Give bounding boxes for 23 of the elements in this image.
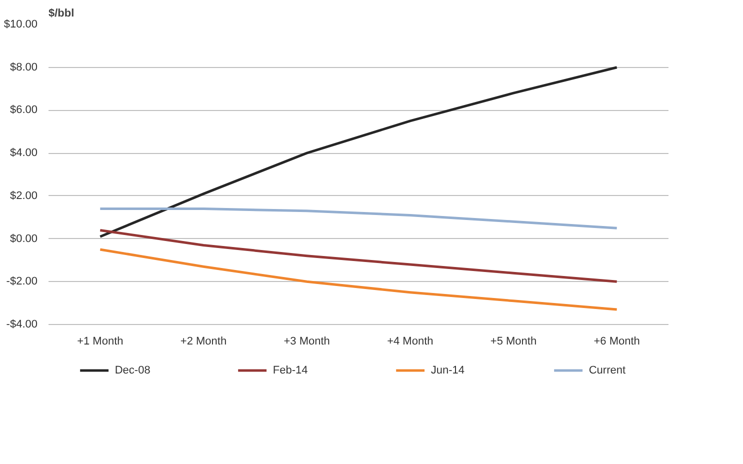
x-tick-label: +1 Month bbox=[77, 336, 124, 348]
y-tick-label: $8.00 bbox=[10, 61, 38, 74]
y-tick-label: $4.00 bbox=[10, 147, 38, 160]
y-tick-label: $2.00 bbox=[10, 190, 38, 202]
line-series bbox=[98, 228, 618, 283]
y-tick-label: $0.00 bbox=[10, 232, 38, 245]
legend-label: Dec-08 bbox=[114, 364, 150, 376]
y-tick-label: -$2.00 bbox=[6, 276, 38, 288]
x-tick-label: +5 Month bbox=[490, 336, 537, 348]
y-tick-label: -$4.00 bbox=[6, 318, 38, 330]
y-tick-label: $10.00 bbox=[4, 18, 38, 30]
line-series bbox=[98, 66, 618, 238]
legend-label: Feb-14 bbox=[272, 364, 308, 376]
legend-label: Jun-14 bbox=[430, 364, 464, 376]
line-series bbox=[98, 208, 618, 230]
x-tick-label: +3 Month bbox=[284, 336, 330, 348]
line-series bbox=[98, 248, 618, 311]
y-tick-label: $6.00 bbox=[10, 104, 38, 116]
x-tick-label: +2 Month bbox=[180, 336, 227, 348]
y-axis-title: $/bbl bbox=[48, 8, 74, 20]
x-tick-label: +6 Month bbox=[594, 336, 640, 348]
legend-label: Current bbox=[588, 364, 626, 376]
x-tick-label: +4 Month bbox=[387, 336, 434, 348]
